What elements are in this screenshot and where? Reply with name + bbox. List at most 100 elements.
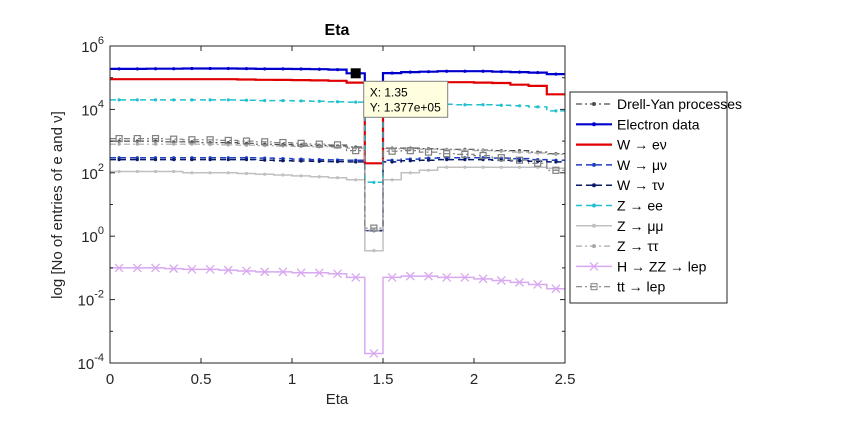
- data-tip-x: X: 1.35: [370, 85, 408, 99]
- plot-area: [110, 46, 565, 363]
- data-point: [426, 168, 431, 172]
- data-point: [135, 142, 139, 146]
- data-point: [335, 68, 340, 72]
- data-point: [172, 142, 176, 146]
- data-point: [351, 272, 361, 282]
- series-line: [110, 143, 565, 232]
- data-point: [335, 176, 340, 180]
- data-point: [206, 136, 214, 144]
- data-point: [554, 109, 558, 113]
- data-point: [263, 67, 267, 71]
- data-point: [151, 134, 160, 143]
- data-point: [479, 151, 487, 160]
- legend: Drell-Yan processes Electron data W → eν W …: [569, 91, 742, 304]
- data-point: [117, 169, 121, 174]
- data-point: [187, 264, 197, 274]
- data-point: [517, 70, 522, 74]
- data-point: [405, 271, 415, 281]
- y-tick-label: 100: [81, 225, 104, 246]
- legend-entry: Drell-Yan processes: [576, 96, 742, 112]
- data-point: [554, 160, 558, 164]
- data-point: [114, 263, 124, 273]
- data-point: [169, 264, 179, 274]
- data-point: [261, 138, 269, 146]
- legend-entry: Z → μμ: [576, 218, 663, 234]
- data-point: [263, 158, 267, 162]
- data-point: [372, 180, 376, 184]
- data-point: [426, 158, 431, 162]
- data-point: [226, 158, 230, 162]
- series-6: [110, 165, 565, 253]
- y-tick-label: 106: [81, 35, 104, 56]
- data-point: [314, 268, 324, 278]
- data-point: [463, 103, 467, 107]
- data-point: [224, 136, 232, 145]
- data-point: [335, 160, 340, 164]
- data-point: [208, 171, 212, 175]
- data-point: [172, 98, 176, 102]
- data-point: [317, 159, 321, 163]
- chart-title: Eta: [325, 22, 350, 39]
- data-point: [279, 138, 287, 147]
- data-point: [387, 272, 397, 282]
- data-point: [517, 165, 522, 169]
- data-point: [244, 67, 249, 71]
- data-point: [172, 67, 176, 71]
- data-point: [153, 158, 158, 162]
- data-point: [244, 158, 249, 162]
- data-point: [352, 147, 360, 155]
- data-point: [515, 156, 524, 164]
- data-point: [408, 171, 412, 175]
- data-point: [533, 280, 543, 289]
- data-point: [208, 142, 212, 147]
- data-tip-box: [363, 80, 449, 118]
- data-point: [260, 267, 270, 277]
- data-point: [205, 264, 215, 274]
- data-point: [172, 158, 176, 162]
- data-point: [369, 348, 379, 358]
- data-point: [551, 284, 561, 294]
- data-point: [426, 70, 431, 74]
- data-point: [317, 175, 321, 179]
- data-point: [517, 150, 522, 154]
- data-point: [424, 271, 433, 281]
- data-point: [354, 160, 358, 164]
- data-point: [445, 165, 449, 169]
- data-point: [132, 263, 142, 273]
- y-tick-label: 102: [81, 162, 104, 183]
- data-point: [370, 224, 378, 232]
- data-tip[interactable]: X: 1.35Y: 1.377e+05: [350, 68, 449, 118]
- data-point: [244, 171, 249, 176]
- data-point: [534, 159, 542, 167]
- data-point: [372, 249, 376, 253]
- x-tick-label: 1.5: [373, 371, 394, 388]
- data-point: [517, 104, 522, 108]
- x-axis-label: Eta: [326, 391, 349, 408]
- x-tick-label: 1: [288, 371, 296, 388]
- data-point: [117, 158, 121, 162]
- data-point: [226, 143, 230, 147]
- data-point: [499, 103, 503, 107]
- legend-label: tt → lep: [617, 279, 665, 295]
- x-tick-label: 2: [470, 371, 478, 388]
- legend-label: W → eν: [617, 137, 667, 153]
- data-point: [242, 137, 251, 145]
- data-point: [517, 159, 522, 163]
- data-point: [135, 98, 139, 102]
- data-point: [117, 67, 121, 71]
- data-point: [188, 136, 196, 144]
- data-point: [496, 276, 506, 285]
- data-point: [390, 178, 394, 182]
- legend-entry: Z → ττ: [576, 238, 659, 254]
- data-point: [388, 147, 396, 155]
- data-point: [317, 67, 321, 71]
- legend-label: H → ZZ → lep: [617, 258, 707, 274]
- data-point: [208, 158, 212, 162]
- y-tick-label: 104: [81, 98, 104, 119]
- data-point: [315, 140, 323, 148]
- legend-label: W → μν: [617, 157, 667, 173]
- data-point: [263, 172, 267, 176]
- x-tick-label: 0: [106, 371, 114, 388]
- data-point: [335, 100, 340, 104]
